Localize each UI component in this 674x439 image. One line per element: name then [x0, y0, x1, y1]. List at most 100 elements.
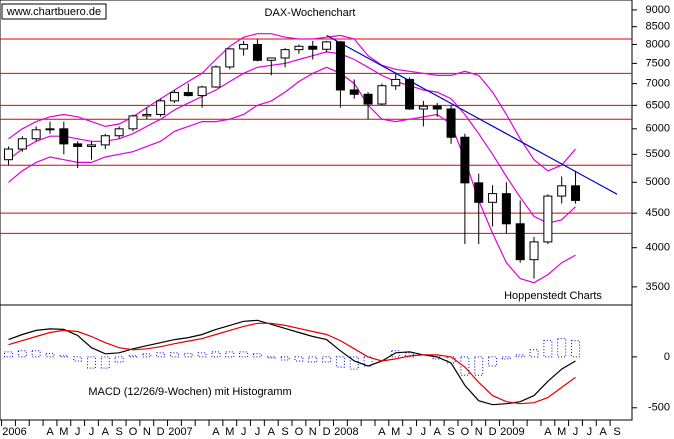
candle-body	[557, 185, 567, 197]
candle-body	[405, 78, 415, 110]
histogram-bar	[405, 352, 415, 358]
x-tick-label: 2007	[168, 426, 192, 438]
watermark-box	[1, 3, 107, 20]
candle-body	[335, 41, 345, 91]
y-tick-label: 3500	[646, 281, 670, 293]
y-tick-label: 4000	[646, 242, 670, 254]
candle-body	[128, 115, 138, 130]
candle-body	[114, 128, 124, 137]
x-tick-label: A	[600, 426, 608, 438]
histogram-bar	[100, 356, 110, 369]
histogram-bar	[252, 353, 262, 358]
x-tick-label: 2006	[2, 426, 26, 438]
x-tick-label: A	[46, 426, 54, 438]
x-tick-label: 2009	[500, 426, 524, 438]
histogram-bar	[59, 355, 69, 358]
y-tick-label: 6500	[646, 99, 670, 111]
x-tick-label: A	[434, 426, 442, 438]
x-tick-label: A	[378, 426, 386, 438]
candle-body	[266, 57, 276, 61]
candle-body	[294, 45, 304, 51]
histogram-bar	[571, 340, 581, 358]
candle-body	[515, 223, 525, 261]
histogram-bar	[142, 353, 152, 358]
y-tick-label: 7500	[646, 57, 670, 69]
candle-body	[571, 185, 581, 201]
band-line	[8, 33, 576, 172]
histogram-bar	[349, 356, 359, 370]
x-tick-label: J	[241, 426, 247, 438]
x-tick-label: S	[447, 426, 454, 438]
candle-body	[308, 45, 318, 50]
y-tick-label: 6000	[646, 123, 670, 135]
histogram-bar	[197, 352, 207, 358]
x-tick-label: N	[475, 426, 483, 438]
candle-body	[4, 148, 13, 161]
candle-body	[169, 92, 179, 102]
band-line	[8, 66, 576, 284]
trendline	[326, 34, 618, 195]
histogram-bar	[225, 351, 235, 358]
candle-body	[183, 92, 193, 97]
x-tick-label: S	[613, 426, 620, 438]
x-tick-label: M	[59, 426, 68, 438]
candle-body	[100, 135, 110, 146]
x-tick-label: J	[421, 426, 427, 438]
histogram-bar	[391, 350, 401, 358]
y-tick-label: -500	[648, 402, 670, 414]
x-tick-label: A	[102, 426, 110, 438]
watermark: www.chartbuero.de	[6, 6, 101, 18]
candle-body	[31, 129, 41, 140]
y-tick-label: 8000	[646, 38, 670, 50]
candle-body	[211, 66, 221, 88]
candle-body	[45, 128, 55, 131]
histogram-bar	[128, 355, 138, 358]
candle-body	[142, 114, 152, 117]
histogram-bar	[31, 350, 41, 358]
x-tick-label: M	[557, 426, 566, 438]
x-tick-label: O	[461, 426, 470, 438]
histogram-bar	[488, 356, 498, 367]
histogram-bar	[474, 356, 484, 376]
x-tick-label: S	[115, 426, 122, 438]
x-tick-label: J	[407, 426, 413, 438]
histogram-bar	[73, 356, 83, 362]
x-tick-label: S	[281, 426, 288, 438]
histogram-bar	[183, 352, 193, 358]
x-tick-label: J	[587, 426, 593, 438]
macd-title: MACD (12/26/9-Wochen) mit Histogramm	[88, 386, 291, 398]
macd-line	[8, 322, 576, 405]
candle-body	[239, 43, 249, 50]
x-tick-label: J	[89, 426, 95, 438]
candle-body	[280, 49, 290, 59]
histogram-bar	[543, 340, 553, 358]
histogram-bar	[529, 349, 539, 358]
chart-title: DAX-Wochenchart	[265, 7, 356, 19]
source-note: Hoppenstedt Charts	[504, 290, 602, 302]
histogram-bar	[308, 356, 318, 363]
x-tick-label: J	[75, 426, 81, 438]
candle-body	[460, 136, 470, 184]
x-tick-label: O	[129, 426, 138, 438]
histogram-bar	[86, 356, 96, 369]
candle-body	[252, 43, 262, 61]
candle-body	[488, 193, 498, 203]
histogram-bar	[169, 352, 179, 358]
x-tick-label: N	[309, 426, 317, 438]
x-tick-label: D	[323, 426, 331, 438]
x-tick-label: O	[295, 426, 304, 438]
x-tick-label: D	[489, 426, 497, 438]
histogram-bar	[17, 350, 27, 358]
candle-body	[73, 143, 83, 147]
candle-body	[501, 193, 511, 225]
histogram-bar	[557, 338, 567, 358]
y-tick-label: 5000	[646, 176, 670, 188]
x-tick-label: N	[143, 426, 151, 438]
x-tick-label: M	[391, 426, 400, 438]
histogram-bar	[211, 351, 221, 358]
candle-body	[432, 105, 442, 110]
histogram-bar	[460, 356, 470, 376]
histogram-bar	[322, 356, 332, 363]
y-tick-label: 8500	[646, 21, 670, 33]
